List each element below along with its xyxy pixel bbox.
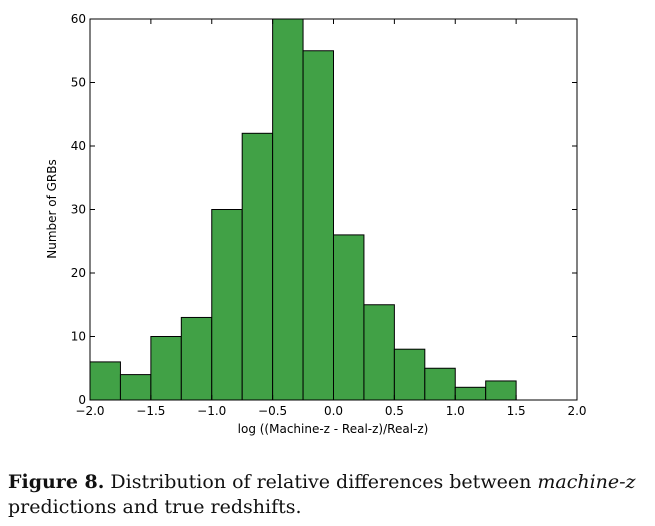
histogram-chart: −2.0 −1.5 −1.0 −0.5 0.0 0.5 1.0 1.5 2.0 0 10 20 30 4… bbox=[45, 12, 587, 436]
y-tick-label: 40 bbox=[71, 139, 86, 153]
histogram-bar bbox=[302, 50, 334, 401]
caption-label: Figure 8. bbox=[8, 471, 105, 493]
x-tick-label: −1.0 bbox=[197, 404, 226, 418]
histogram-bar bbox=[393, 348, 426, 401]
x-tick-label: 1.0 bbox=[446, 404, 465, 418]
x-axis-ticks: −2.0 −1.5 −1.0 −0.5 0.0 0.5 1.0 1.5 2.0 bbox=[75, 19, 587, 418]
histogram-bar bbox=[211, 209, 243, 401]
x-tick-label: 1.5 bbox=[507, 404, 526, 418]
x-tick-label: 0.5 bbox=[385, 404, 404, 418]
histogram-bar bbox=[363, 304, 395, 401]
y-tick-label: 20 bbox=[71, 266, 86, 280]
histogram-bar bbox=[424, 367, 456, 401]
y-tick-label: 50 bbox=[71, 76, 86, 90]
histogram-bar bbox=[485, 380, 517, 401]
histogram-bar bbox=[272, 18, 304, 401]
y-axis-label: Number of GRBs bbox=[45, 159, 59, 259]
y-tick-label: 10 bbox=[71, 330, 86, 344]
x-axis-label: log ((Machine-z - Real-z)/Real-z) bbox=[238, 422, 429, 436]
y-tick-label: 30 bbox=[71, 203, 86, 217]
x-tick-label: −1.5 bbox=[136, 404, 165, 418]
histogram-bar bbox=[241, 132, 274, 401]
y-tick-label: 0 bbox=[78, 393, 86, 407]
histogram-bar bbox=[119, 374, 152, 401]
histogram-bars bbox=[89, 18, 517, 401]
histogram-bar bbox=[89, 361, 121, 401]
histogram-bar bbox=[454, 386, 487, 401]
y-axis-ticks: 0 10 20 30 40 50 60 bbox=[71, 12, 577, 407]
x-tick-label: −2.0 bbox=[75, 404, 104, 418]
figure-caption: Figure 8. Distribution of relative diffe… bbox=[8, 470, 653, 520]
x-tick-label: 2.0 bbox=[567, 404, 586, 418]
x-tick-label: −0.5 bbox=[258, 404, 287, 418]
caption-emphasis: machine-z bbox=[537, 471, 636, 493]
y-tick-label: 60 bbox=[71, 12, 86, 26]
caption-text-start: Distribution of relative differences bet… bbox=[104, 471, 538, 493]
caption-text-end: predictions and true redshifts. bbox=[8, 496, 302, 518]
histogram-bar bbox=[180, 316, 213, 401]
histogram-bar bbox=[150, 336, 182, 401]
x-tick-label: 0.0 bbox=[324, 404, 343, 418]
histogram-bar bbox=[333, 234, 365, 401]
